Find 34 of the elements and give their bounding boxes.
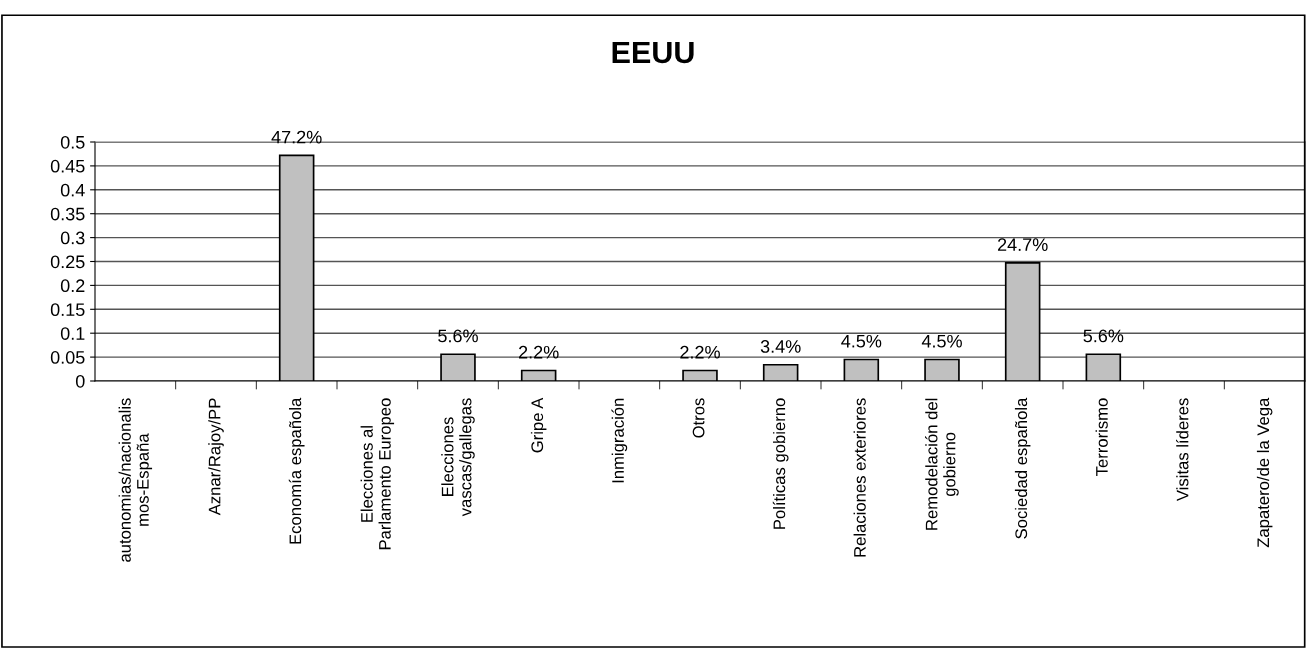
x-tick-label: Relaciones exteriores: [853, 398, 866, 557]
data-label: 4.5%: [841, 334, 882, 348]
data-label: 47.2%: [271, 130, 322, 144]
y-tick-label: 0.25: [50, 255, 85, 269]
x-tick-label: Zapatero/de la Vega: [1256, 397, 1273, 548]
x-tick-label: autonomias/nacionalis mos-España: [118, 398, 153, 562]
data-label: 4.5%: [921, 334, 962, 348]
x-tick-label: Sociedad española: [1014, 397, 1031, 539]
y-tick-label: 0.5: [60, 135, 85, 149]
y-tick-label: 0.45: [50, 159, 85, 173]
data-label: 2.2%: [519, 345, 559, 359]
x-tick-label: Elecciones vascas/gallegas: [441, 398, 475, 517]
x-tick-label: Visitas líderes: [1176, 398, 1189, 502]
data-label: 2.2%: [680, 345, 720, 359]
y-tick-label: 0.2: [60, 279, 85, 293]
y-tick-label: 0.1: [60, 327, 85, 340]
data-label: 3.4%: [760, 340, 801, 353]
y-tick-label: 0: [75, 374, 85, 388]
x-tick-label: Economía española: [288, 397, 305, 544]
y-tick-label: 0.15: [50, 303, 85, 317]
x-tick-label: Aznar/Rajoy/PP: [208, 398, 224, 516]
y-tick-label: 0.3: [60, 231, 85, 245]
chart-title: EEUU: [612, 41, 694, 64]
x-tick-label: Inmigración: [611, 398, 628, 483]
x-tick-label: Terrorismo: [1095, 398, 1108, 476]
x-tick-label: Políticas gobierno: [772, 398, 789, 529]
x-tick-label: Elecciones al Parlamento Europeo: [360, 398, 395, 550]
y-tick-label: 0.4: [60, 183, 85, 197]
x-tick-label: Remodelación del gobierno: [925, 398, 959, 530]
data-label: 24.7%: [997, 238, 1048, 251]
y-tick-label: 0.05: [50, 351, 85, 364]
x-tick-label: Gripe A: [530, 397, 547, 453]
y-tick-label: 0.35: [50, 207, 85, 221]
x-tick-label: Otros: [692, 398, 705, 438]
